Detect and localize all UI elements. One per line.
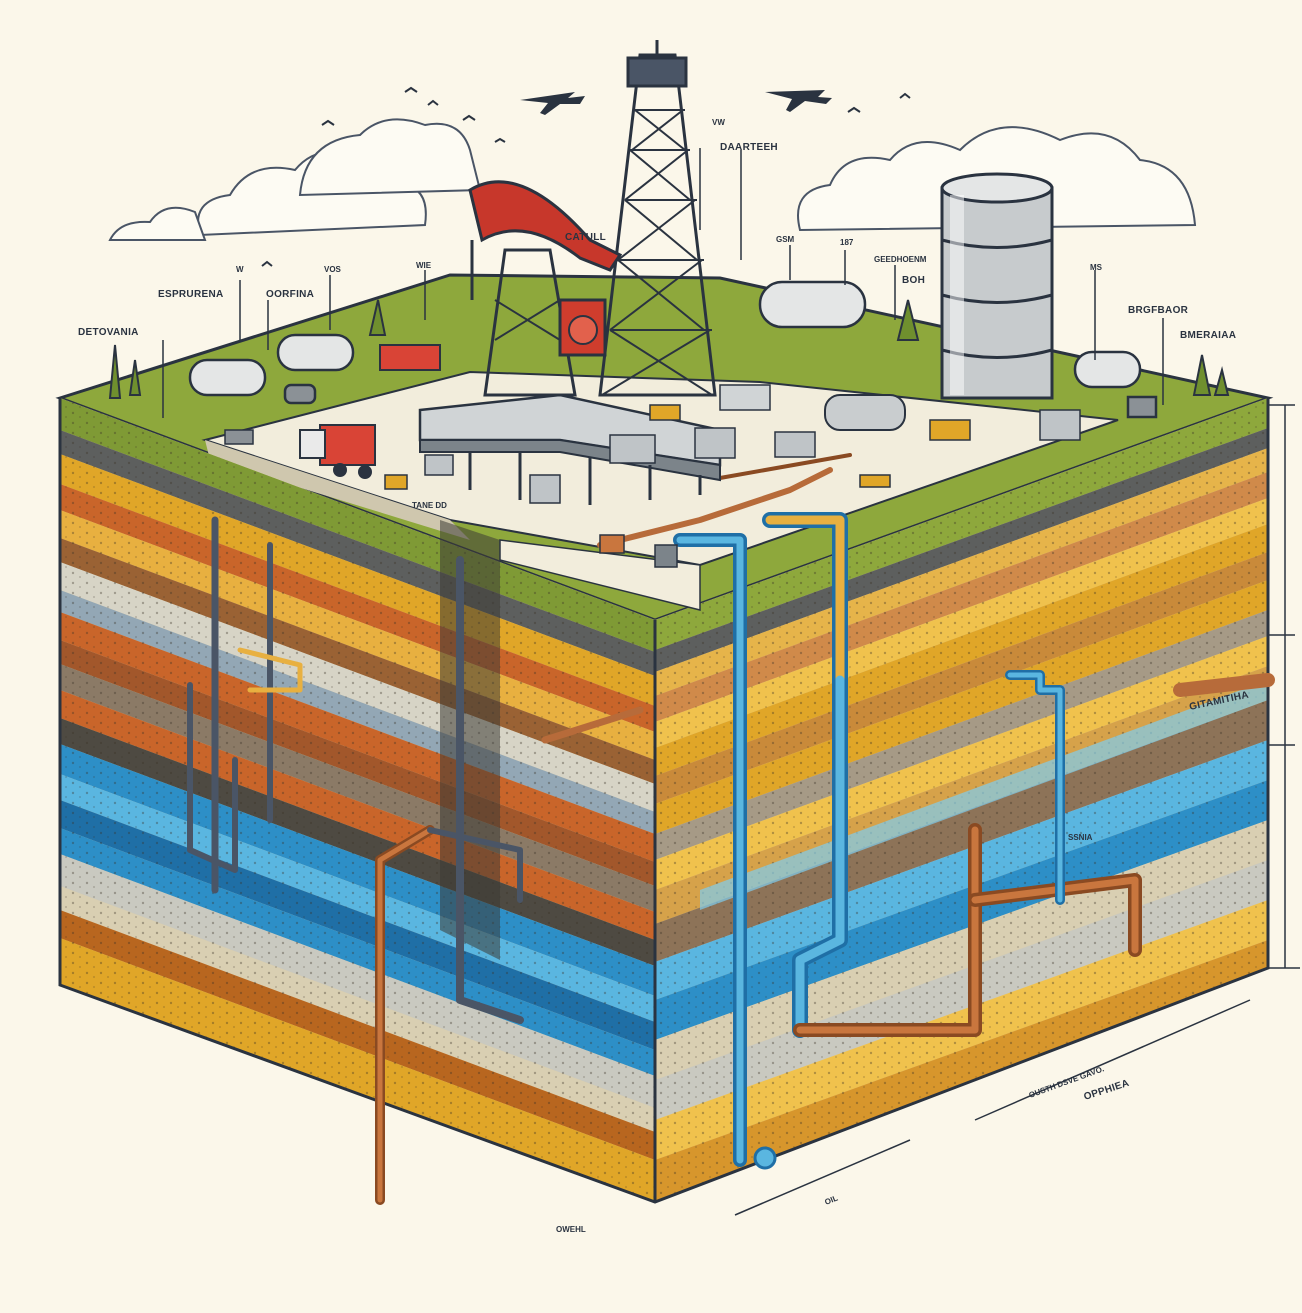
bird-icon <box>494 137 506 143</box>
label-brgfbaor: BRGFBAOR <box>1128 305 1189 316</box>
tree-icon <box>128 359 142 396</box>
bird-icon <box>321 119 335 126</box>
cloud-icon <box>298 118 482 197</box>
cutaway-section <box>440 520 701 960</box>
label-gsm: GSM <box>776 235 795 244</box>
strata-left-face <box>60 398 655 1202</box>
label-oil: OIL <box>823 1193 839 1206</box>
tank-truck-icon <box>299 344 906 479</box>
label-wie: WIE <box>416 261 432 270</box>
tree-icon <box>1192 354 1212 396</box>
tree-icon <box>1213 366 1230 396</box>
tree-icon <box>896 299 920 341</box>
label-187: 187 <box>840 238 854 247</box>
label-daarteeh: DAARTEEH <box>720 142 778 153</box>
label-catull: CATULL <box>565 232 606 243</box>
pumpjack-icon <box>468 180 623 397</box>
bird-icon <box>404 86 418 93</box>
label-small-tag: TANE DD <box>412 501 447 510</box>
label-oorfina: OORFINA <box>266 289 314 300</box>
bird-icon <box>427 99 439 106</box>
airplanes <box>520 90 832 115</box>
horizontal-tanks <box>188 280 1158 419</box>
well-pipes <box>187 453 1275 1205</box>
label-detovania: DETOVANIA <box>78 327 139 338</box>
callout-lines <box>162 148 1300 1216</box>
label-vw: VW <box>712 118 725 127</box>
label-geedhoenm: GEEDHOENM <box>874 255 927 264</box>
label-esprurena: ESPRURENA <box>158 289 224 300</box>
label-owehl: OWEHL <box>556 1225 586 1234</box>
drilling-derrick-icon <box>598 40 717 397</box>
block-outline <box>58 398 1270 1204</box>
trees <box>108 299 1230 399</box>
airplane-icon <box>765 90 832 112</box>
label-opphiea: OPPHIEA <box>1083 1078 1131 1103</box>
bird-icon <box>847 106 861 113</box>
bird-icon <box>899 92 911 99</box>
label-bmeraiaa: BMERAIAA <box>1180 330 1236 341</box>
yard-equipment <box>224 384 1081 568</box>
label-boh: BOH <box>902 275 925 286</box>
airplane-icon <box>520 92 585 115</box>
bird-icon <box>462 114 476 121</box>
label-vos: VOS <box>324 265 342 274</box>
storage-tank-icon <box>940 172 1054 400</box>
tree-icon <box>108 344 122 399</box>
label-ms: MS <box>1090 263 1103 272</box>
label-w: W <box>236 265 244 274</box>
tree-icon <box>368 299 387 336</box>
birds <box>261 86 911 267</box>
bird-icon <box>261 260 273 267</box>
label-ssnia: SSNIA <box>1068 833 1093 842</box>
cloud-icon <box>108 206 207 241</box>
